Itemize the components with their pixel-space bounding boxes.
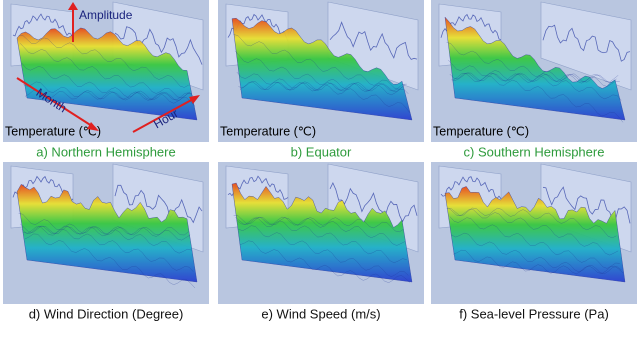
panel: d) Wind Direction (Degree) [3,162,209,321]
panel-caption: a) Northern Hemisphere [36,144,175,159]
surface-ridge [238,81,409,96]
surface-ridge [451,232,622,275]
back-wall-right [540,1,632,91]
surface-ridge [235,216,406,246]
surface [231,182,413,283]
panel-caption: d) Wind Direction (Degree) [29,306,184,321]
surface-ridge [236,71,407,92]
surface-ridge [21,225,192,254]
surface-ridge [235,50,406,92]
surface-ridge [236,217,407,263]
wall-trace [329,181,418,223]
wall-trace [114,184,203,224]
surface-ridge [24,233,196,289]
wall-trace [542,24,631,62]
surface [16,183,198,283]
surface-ridge [449,216,620,269]
panel-caption: c) Southern Hemisphere [464,144,605,159]
surface-ridge [23,81,194,101]
wall-trace [12,13,74,41]
surface [444,186,626,283]
annotation: Amplitude [79,8,133,22]
arrow-head [87,122,99,131]
wall-trace [329,21,418,60]
panel: Temperature (℃) a) Northern Hemisphere Amp… [3,0,209,159]
surface-ridge [449,72,620,87]
surface-ridge [239,81,411,114]
surface-ridge [18,35,189,88]
surface [16,27,198,121]
surface-ridge [23,226,194,272]
arrow [16,77,96,129]
panel-caption: f) Sea-level Pressure (Pa) [459,306,609,321]
surface-ridge [20,223,191,241]
surface-ridge [448,207,619,256]
axis-label: Temperature (℃) [433,124,529,138]
axis-label: Temperature (℃) [5,124,101,138]
arrow [132,97,196,133]
wall-trace [114,26,203,65]
arrow-head [68,2,78,10]
surface [231,17,413,121]
surface-ridge [24,89,196,107]
surface-ridge [239,240,411,283]
back-wall-right [327,1,419,91]
surface-ridge [233,34,404,90]
panel: e) Wind Speed (m/s) [218,162,424,321]
panel: f) Sea-level Pressure (Pa) [431,162,637,321]
arrow-head [189,95,200,104]
wall-trace [440,176,502,200]
surface-ridge [452,249,624,275]
surface-ridge [238,225,409,277]
axis-label: Temperature (℃) [220,124,316,138]
surface-ridge [446,207,617,239]
wall-trace [440,13,502,41]
panel: Temperature (℃) b) Equator [218,0,424,159]
surface [444,16,626,121]
surface-ridge [20,43,191,99]
surface-ridge [452,73,624,123]
surface-ridge [451,72,622,101]
surface-ridge [446,42,617,83]
panel-caption: b) Equator [291,144,352,159]
surface-ridge [21,62,192,101]
panel: Temperature (℃) c) Southern Hemisphere [431,0,637,159]
surface-ridge [233,215,404,233]
panel-caption: e) Wind Speed (m/s) [261,306,380,321]
surface-ridge [18,213,189,236]
